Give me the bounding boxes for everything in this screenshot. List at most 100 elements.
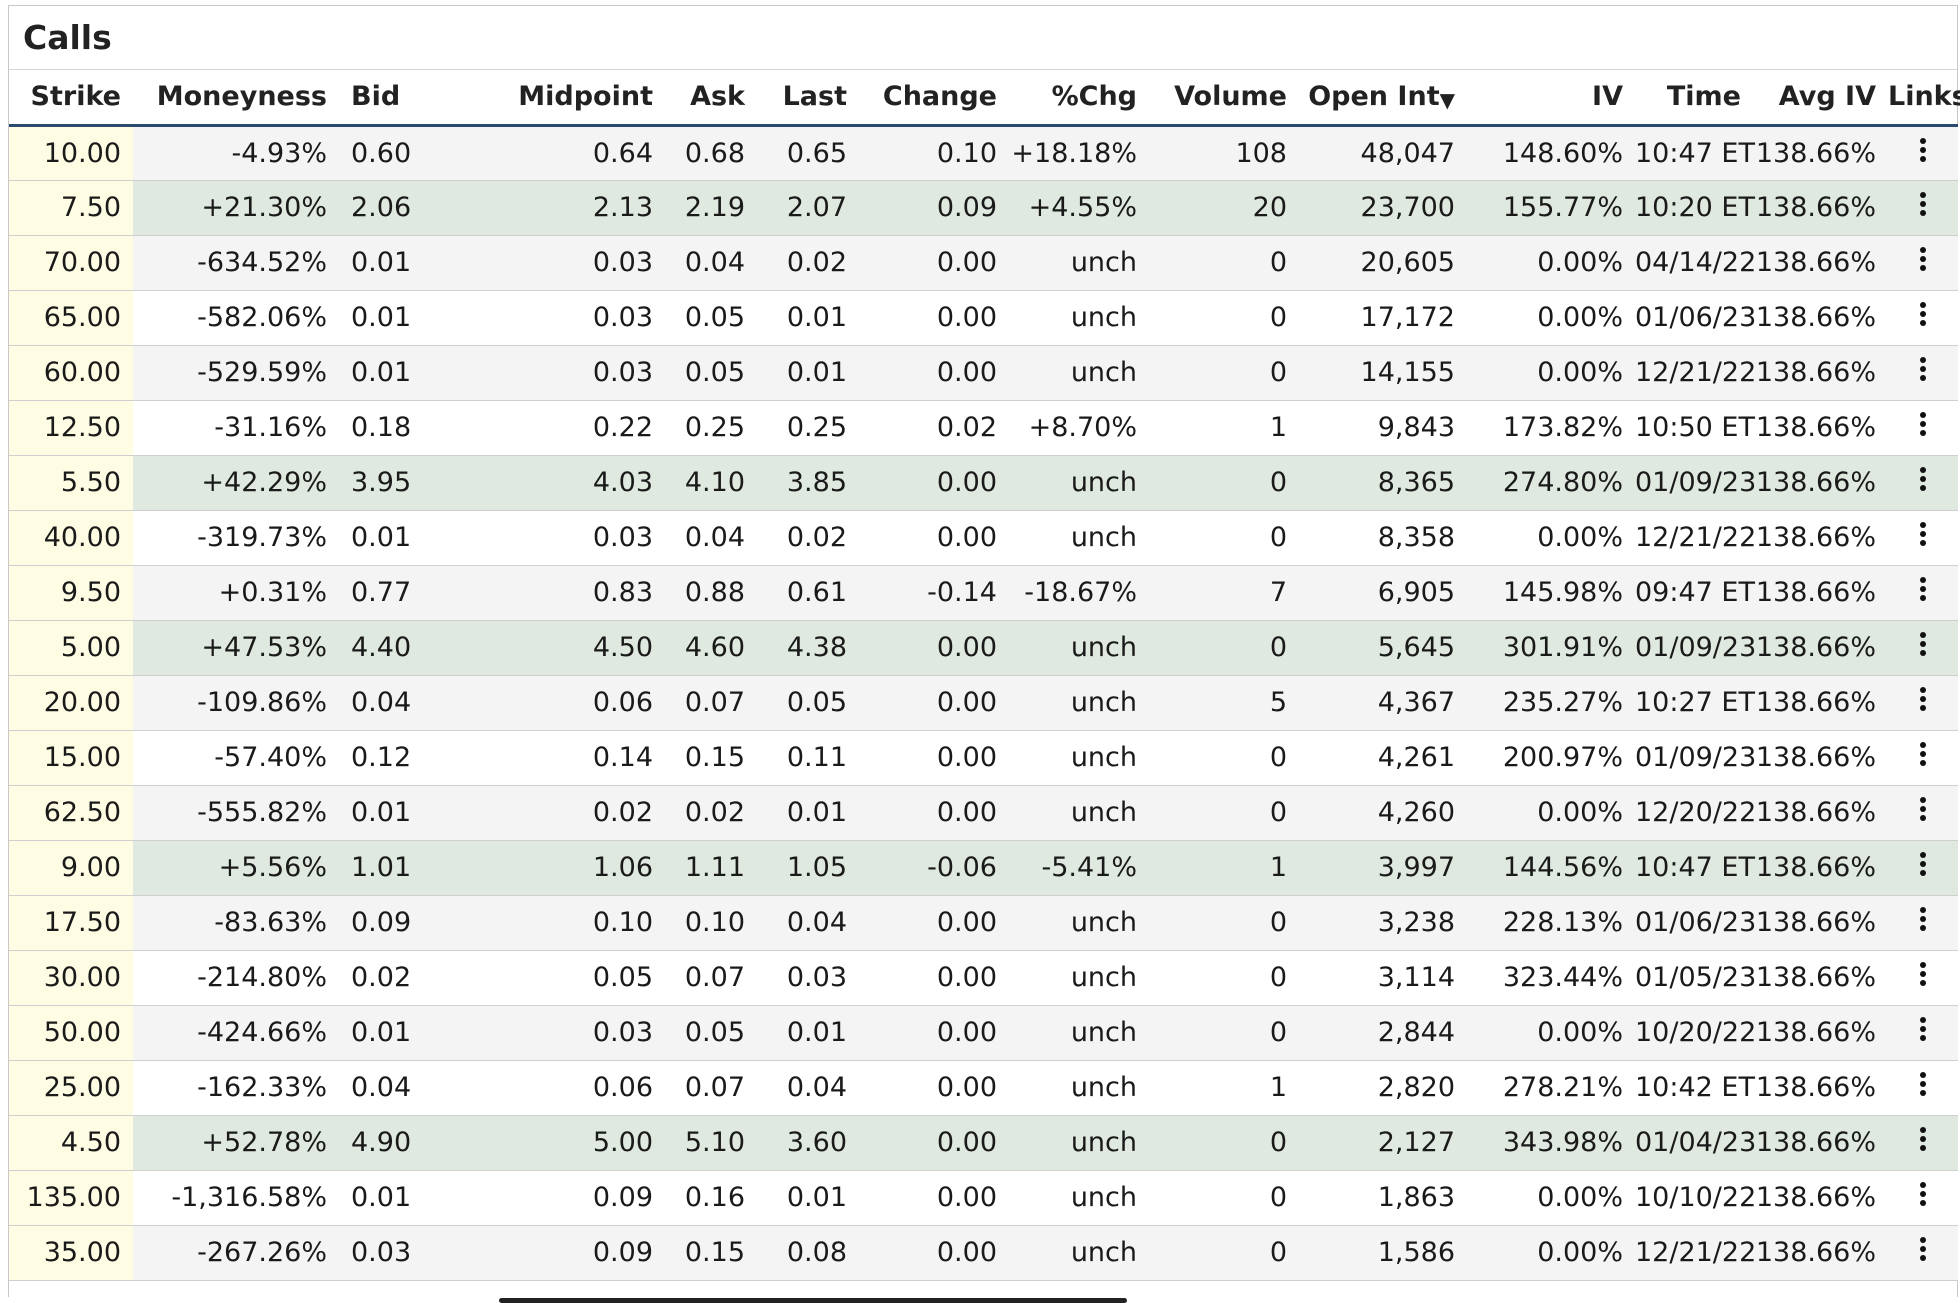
cell-moneyness: -4.93% [133, 125, 339, 181]
table-body: 10.00 -4.93% 0.60 0.64 0.68 0.65 0.10 +18.18% 10… [9, 125, 1958, 1281]
cell-moneyness: -214.80% [133, 950, 339, 1006]
cell-open-int: 17,172 [1299, 290, 1467, 346]
kebab-menu-icon[interactable] [1920, 302, 1926, 326]
cell-open-int: 20,605 [1299, 235, 1467, 291]
cell-strike: 12.50 [9, 400, 133, 456]
header-avg-iv[interactable]: Avg IV [1753, 70, 1888, 127]
table-row[interactable]: 15.00 -57.40% 0.12 0.14 0.15 0.11 0.00 unch 0 4,2… [9, 730, 1958, 786]
cell-bid: 0.09 [339, 895, 443, 951]
table-row[interactable]: 9.00 +5.56% 1.01 1.06 1.11 1.05 -0.06 -5.41% 1 3,… [9, 840, 1958, 896]
cell-bid: 0.01 [339, 235, 443, 291]
cell-links [1888, 1170, 1958, 1226]
cell-bid: 1.01 [339, 840, 443, 896]
header-strike[interactable]: Strike [9, 70, 133, 127]
cell-open-int: 3,997 [1299, 840, 1467, 896]
cell-links [1888, 345, 1958, 401]
table-row[interactable]: 17.50 -83.63% 0.09 0.10 0.10 0.04 0.00 unch 0 3,2… [9, 895, 1958, 951]
cell-midpoint: 0.03 [443, 510, 665, 566]
header-bid[interactable]: Bid [339, 70, 443, 127]
table-row[interactable]: 4.50 +52.78% 4.90 5.00 5.10 3.60 0.00 unch 0 2,12… [9, 1115, 1958, 1171]
cell-last: 0.61 [757, 565, 859, 621]
kebab-menu-icon[interactable] [1920, 1237, 1926, 1261]
kebab-menu-icon[interactable] [1920, 1017, 1926, 1041]
header-moneyness[interactable]: Moneyness [133, 70, 339, 127]
table-row[interactable]: 5.00 +47.53% 4.40 4.50 4.60 4.38 0.00 unch 0 5,64… [9, 620, 1958, 676]
cell-open-int: 1,586 [1299, 1225, 1467, 1281]
cell-avg-iv: 138.66% [1753, 345, 1888, 401]
kebab-menu-icon[interactable] [1920, 467, 1926, 491]
table-row[interactable]: 40.00 -319.73% 0.01 0.03 0.04 0.02 0.00 unch 0 8,… [9, 510, 1958, 566]
kebab-menu-icon[interactable] [1920, 907, 1926, 931]
table-row[interactable]: 7.50 +21.30% 2.06 2.13 2.19 2.07 0.09 +4.55% 20 2… [9, 180, 1958, 236]
cell-last: 0.11 [757, 730, 859, 786]
table-row[interactable]: 50.00 -424.66% 0.01 0.03 0.05 0.01 0.00 unch 0 2,… [9, 1005, 1958, 1061]
header-last[interactable]: Last [757, 70, 859, 127]
cell-bid: 0.04 [339, 675, 443, 731]
cell-bid: 0.04 [339, 1060, 443, 1116]
table-row[interactable]: 62.50 -555.82% 0.01 0.02 0.02 0.01 0.00 unch 0 4,… [9, 785, 1958, 841]
cell-ask: 0.07 [665, 675, 757, 731]
table-row[interactable]: 25.00 -162.33% 0.04 0.06 0.07 0.04 0.00 unch 1 2,… [9, 1060, 1958, 1116]
cell-last: 4.38 [757, 620, 859, 676]
cell-strike: 50.00 [9, 1005, 133, 1061]
table-row[interactable]: 12.50 -31.16% 0.18 0.22 0.25 0.25 0.02 +8.70% 1 9… [9, 400, 1958, 456]
header-iv[interactable]: IV [1467, 70, 1635, 127]
header-pct-chg[interactable]: %Chg [1009, 70, 1149, 127]
cell-volume: 0 [1149, 290, 1299, 346]
cell-last: 0.01 [757, 1170, 859, 1226]
cell-open-int: 4,261 [1299, 730, 1467, 786]
kebab-menu-icon[interactable] [1920, 247, 1926, 271]
cell-links [1888, 1060, 1958, 1116]
table-row[interactable]: 135.00 -1,316.58% 0.01 0.09 0.16 0.01 0.00 unch… [9, 1170, 1958, 1226]
cell-ask: 4.10 [665, 455, 757, 511]
cell-strike: 9.50 [9, 565, 133, 621]
header-ask[interactable]: Ask [665, 70, 757, 127]
cell-volume: 0 [1149, 1115, 1299, 1171]
kebab-menu-icon[interactable] [1920, 577, 1926, 601]
table-row[interactable]: 20.00 -109.86% 0.04 0.06 0.07 0.05 0.00 unch 5 4,… [9, 675, 1958, 731]
cell-volume: 0 [1149, 950, 1299, 1006]
kebab-menu-icon[interactable] [1920, 1182, 1926, 1206]
table-row[interactable]: 10.00 -4.93% 0.60 0.64 0.68 0.65 0.10 +18.18% 10… [9, 125, 1958, 181]
cell-ask: 0.10 [665, 895, 757, 951]
cell-pct-chg: unch [1009, 785, 1149, 841]
cell-links [1888, 125, 1958, 181]
cell-strike: 30.00 [9, 950, 133, 1006]
kebab-menu-icon[interactable] [1920, 412, 1926, 436]
kebab-menu-icon[interactable] [1920, 632, 1926, 656]
cell-moneyness: +5.56% [133, 840, 339, 896]
table-row[interactable]: 30.00 -214.80% 0.02 0.05 0.07 0.03 0.00 unch 0 3,… [9, 950, 1958, 1006]
kebab-menu-icon[interactable] [1920, 1127, 1926, 1151]
header-open-int[interactable]: Open Int▼ [1299, 70, 1467, 127]
cell-iv: 343.98% [1467, 1115, 1635, 1171]
kebab-menu-icon[interactable] [1920, 192, 1926, 216]
cell-pct-chg: unch [1009, 345, 1149, 401]
cell-volume: 0 [1149, 785, 1299, 841]
cell-iv: 0.00% [1467, 235, 1635, 291]
kebab-menu-icon[interactable] [1920, 357, 1926, 381]
header-volume[interactable]: Volume [1149, 70, 1299, 127]
kebab-menu-icon[interactable] [1920, 522, 1926, 546]
kebab-menu-icon[interactable] [1920, 962, 1926, 986]
table-row[interactable]: 70.00 -634.52% 0.01 0.03 0.04 0.02 0.00 unch 0 20… [9, 235, 1958, 291]
kebab-menu-icon[interactable] [1920, 137, 1926, 162]
kebab-menu-icon[interactable] [1920, 687, 1926, 711]
header-change[interactable]: Change [859, 70, 1009, 127]
header-midpoint[interactable]: Midpoint [443, 70, 665, 127]
table-row[interactable]: 9.50 +0.31% 0.77 0.83 0.88 0.61 -0.14 -18.67% 7 6… [9, 565, 1958, 621]
cell-strike: 10.00 [9, 125, 133, 181]
table-row[interactable]: 35.00 -267.26% 0.03 0.09 0.15 0.08 0.00 unch 0 1,… [9, 1225, 1958, 1281]
kebab-menu-icon[interactable] [1920, 1072, 1926, 1096]
horizontal-scrollbar-thumb[interactable] [499, 1298, 1127, 1303]
cell-midpoint: 2.13 [443, 180, 665, 236]
table-row[interactable]: 60.00 -529.59% 0.01 0.03 0.05 0.01 0.00 unch 0 14… [9, 345, 1958, 401]
kebab-menu-icon[interactable] [1920, 797, 1926, 821]
kebab-menu-icon[interactable] [1920, 742, 1926, 766]
cell-ask: 0.05 [665, 345, 757, 401]
header-time[interactable]: Time [1635, 70, 1753, 127]
table-row[interactable]: 65.00 -582.06% 0.01 0.03 0.05 0.01 0.00 unch 0 17… [9, 290, 1958, 346]
cell-midpoint: 0.06 [443, 675, 665, 731]
table-row[interactable]: 5.50 +42.29% 3.95 4.03 4.10 3.85 0.00 unch 0 8,36… [9, 455, 1958, 511]
kebab-menu-icon[interactable] [1920, 852, 1926, 876]
cell-bid: 0.03 [339, 1225, 443, 1281]
